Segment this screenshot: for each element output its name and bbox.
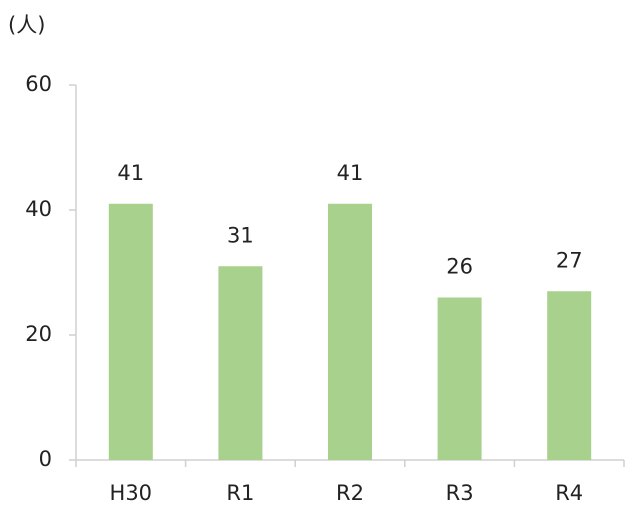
data-label: 27 <box>556 248 583 272</box>
x-tick-label: R3 <box>446 481 474 505</box>
bar <box>547 291 592 460</box>
x-tick-label: R4 <box>555 481 583 505</box>
y-axis-label: (人) <box>8 13 45 37</box>
data-label: 41 <box>337 161 364 185</box>
y-tick-label: 60 <box>25 72 52 96</box>
x-tick-label: R1 <box>226 481 254 505</box>
data-label: 26 <box>446 255 473 279</box>
x-tick-label: R2 <box>336 481 364 505</box>
data-label: 41 <box>117 161 144 185</box>
bar <box>328 203 372 460</box>
y-tick-label: 20 <box>25 322 52 346</box>
data-label: 31 <box>227 223 254 247</box>
y-tick-label: 0 <box>39 447 52 471</box>
bar <box>218 266 263 460</box>
x-tick-label: H30 <box>110 481 153 505</box>
bar <box>108 203 153 460</box>
y-tick-label: 40 <box>25 197 52 221</box>
bar <box>437 297 482 460</box>
